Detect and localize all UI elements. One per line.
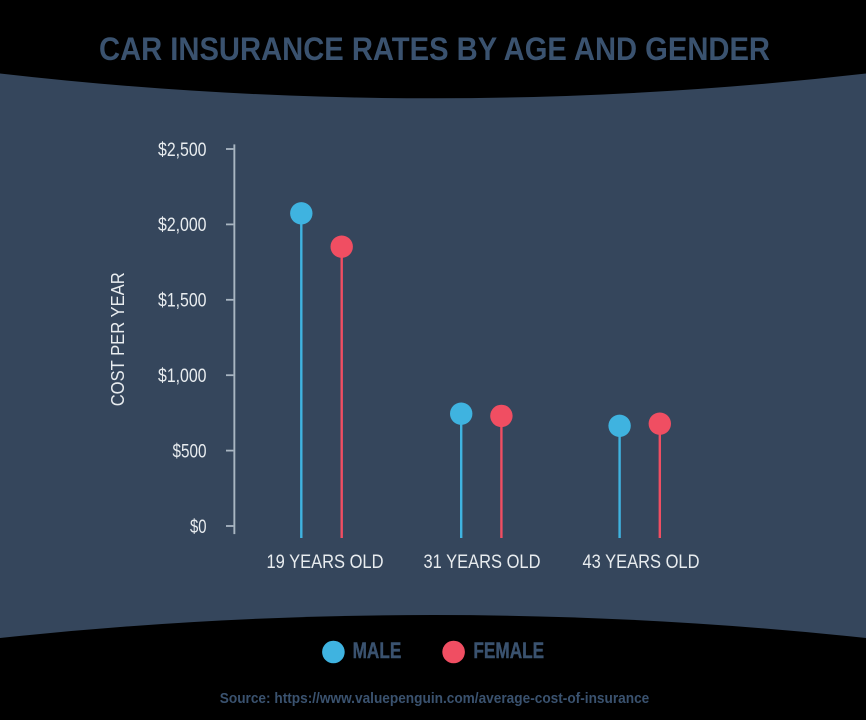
- svg-text:MALE: MALE: [353, 638, 402, 663]
- svg-text:$500: $500: [173, 441, 207, 462]
- svg-text:CAR INSURANCE RATES BY AGE AND: CAR INSURANCE RATES BY AGE AND GENDER: [99, 31, 770, 67]
- svg-text:$0: $0: [190, 517, 207, 538]
- svg-text:$1,000: $1,000: [158, 366, 207, 387]
- svg-text:Source: https://www.valuepengu: Source: https://www.valuepenguin.com/ave…: [220, 691, 650, 707]
- svg-text:$2,000: $2,000: [158, 215, 207, 236]
- svg-text:$2,500: $2,500: [158, 140, 207, 161]
- svg-text:43 YEARS OLD: 43 YEARS OLD: [583, 552, 700, 573]
- svg-text:$1,500: $1,500: [158, 291, 207, 312]
- svg-text:COST PER YEAR: COST PER YEAR: [107, 272, 128, 406]
- svg-text:FEMALE: FEMALE: [473, 638, 544, 663]
- svg-text:19 YEARS OLD: 19 YEARS OLD: [267, 552, 384, 573]
- svg-text:31 YEARS OLD: 31 YEARS OLD: [424, 552, 541, 573]
